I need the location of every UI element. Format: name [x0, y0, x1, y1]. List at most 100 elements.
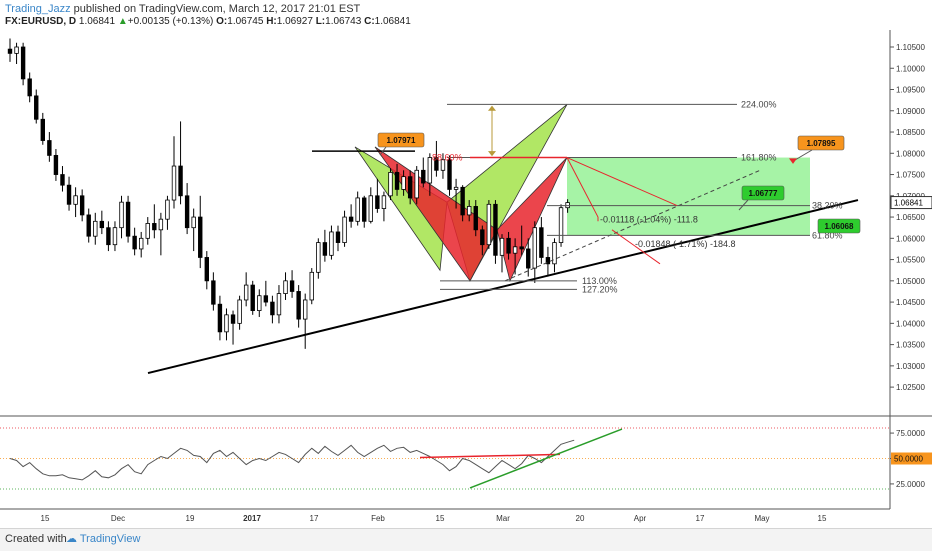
rsi-line	[9, 439, 575, 481]
candle-body	[473, 206, 478, 231]
price-tag-3-box	[741, 185, 785, 201]
candle-body	[519, 246, 524, 250]
y-tick-label: 1.07500	[896, 171, 925, 180]
chart-header: Trading_Jazz published on TradingView.co…	[0, 0, 932, 30]
author-link[interactable]: Trading_Jazz	[5, 3, 71, 15]
candle-body	[27, 78, 32, 97]
current-price-label: 1.06841	[894, 199, 923, 208]
candle-body	[112, 227, 118, 246]
candle-body	[486, 203, 492, 246]
high-value: 1.06927	[276, 16, 313, 27]
candle-body	[368, 195, 373, 222]
y-tick-label: 1.04000	[896, 319, 925, 328]
y-tick-label: 1.05500	[896, 256, 925, 265]
trendline	[147, 199, 859, 375]
candle-body	[224, 314, 229, 333]
candle-body	[40, 118, 45, 141]
candle-body	[427, 157, 433, 184]
y-tick-label: 1.08500	[896, 128, 925, 137]
x-tick-label: May	[754, 514, 769, 523]
current-price-box	[890, 196, 932, 210]
y-tick-label: 1.06500	[896, 213, 925, 222]
symbol-name[interactable]: FX:EURUSD, D	[5, 16, 77, 27]
cloud-icon: ☁	[66, 533, 77, 545]
candle-body	[125, 201, 131, 237]
candle-body	[381, 195, 387, 209]
candle-body	[191, 216, 196, 229]
candle-body	[394, 172, 400, 190]
y-tick-label: 1.03500	[896, 341, 925, 350]
candle-body	[138, 237, 144, 250]
last-price: 1.06841	[78, 16, 116, 27]
candle-body	[309, 271, 314, 301]
close-value: 1.06841	[374, 16, 411, 27]
candle-body	[532, 227, 537, 269]
candle-body	[421, 169, 426, 184]
x-tick-label: Dec	[111, 514, 125, 523]
close-label: C:	[364, 16, 375, 27]
candle-body	[20, 46, 26, 80]
y-tick-label: 1.05000	[896, 277, 925, 286]
candle-body	[86, 214, 91, 237]
candle-body	[512, 246, 518, 254]
rsi-y-tick-label: 25.0000	[896, 480, 925, 489]
x-tick-label: 15	[41, 514, 50, 523]
candle-body	[53, 155, 59, 175]
rsi-current-box	[891, 452, 932, 465]
candle-body	[250, 284, 255, 311]
fib-label: 127.20%	[582, 284, 618, 294]
candle-body	[526, 248, 531, 269]
candle-body	[322, 242, 328, 256]
candle-body	[480, 229, 485, 246]
open-value: 1.06745	[227, 16, 264, 27]
price-tag-3-leader	[738, 199, 749, 211]
low-value: 1.06743	[325, 16, 362, 27]
red-fib-label: 88.60%	[432, 153, 463, 163]
price-tag-4-label: 1.06068	[825, 222, 854, 231]
projection-arrow-2	[566, 157, 599, 218]
candle-body	[34, 95, 39, 120]
y-tick-label: 1.10000	[896, 64, 925, 73]
candle-body	[263, 295, 269, 303]
candle-body	[237, 299, 242, 324]
x-tick-label: Feb	[371, 514, 385, 523]
down-arrow-icon	[789, 158, 797, 164]
candle-body	[460, 186, 465, 216]
candle-body	[99, 220, 105, 229]
candle-body	[171, 165, 177, 201]
candle-body	[552, 242, 557, 265]
candle-body	[106, 227, 111, 246]
y-tick-label: 1.09500	[896, 86, 925, 95]
low-label: L:	[315, 16, 326, 27]
candle-body	[276, 293, 282, 316]
x-tick-label: Mar	[496, 514, 510, 523]
candle-body	[329, 231, 334, 256]
rsi-divergence-red	[419, 453, 561, 459]
candle-body	[230, 314, 236, 324]
measure-label-2: -0.01848 (-1.71%) -184.8	[635, 239, 736, 249]
chart-canvas[interactable]: 224.00% 161.80% 38.20% 61.80% 113.00%127.20%…	[0, 0, 932, 528]
x-tick-label: 15	[436, 514, 445, 523]
candle-body	[545, 257, 551, 265]
y-tick-label: 1.06000	[896, 234, 925, 243]
y-tick-label: 1.04500	[896, 298, 925, 307]
price-tag-4-box	[817, 218, 861, 234]
x-tick-label: 2017	[243, 514, 261, 523]
price-tag-2-leader	[794, 149, 813, 161]
projection-arrow-1	[566, 157, 678, 207]
price-tag-1-leader	[379, 146, 387, 156]
price-tag-1-label: 1.07971	[387, 136, 416, 145]
candle-body	[414, 169, 419, 199]
publish-line: Trading_Jazz published on TradingView.co…	[5, 3, 360, 15]
fib-label: 224.00%	[741, 99, 777, 109]
candle-body	[434, 157, 439, 171]
candle-body	[243, 284, 249, 301]
created-with-text: Created with	[5, 533, 67, 545]
tradingview-logo-link[interactable]: ☁ TradingView	[66, 532, 140, 545]
x-tick-label: 20	[576, 514, 585, 523]
candle-body	[316, 242, 321, 273]
candle-body	[302, 299, 308, 320]
candle-body	[355, 197, 360, 222]
x-tick-label: 19	[186, 514, 195, 523]
candle-body	[165, 199, 170, 220]
